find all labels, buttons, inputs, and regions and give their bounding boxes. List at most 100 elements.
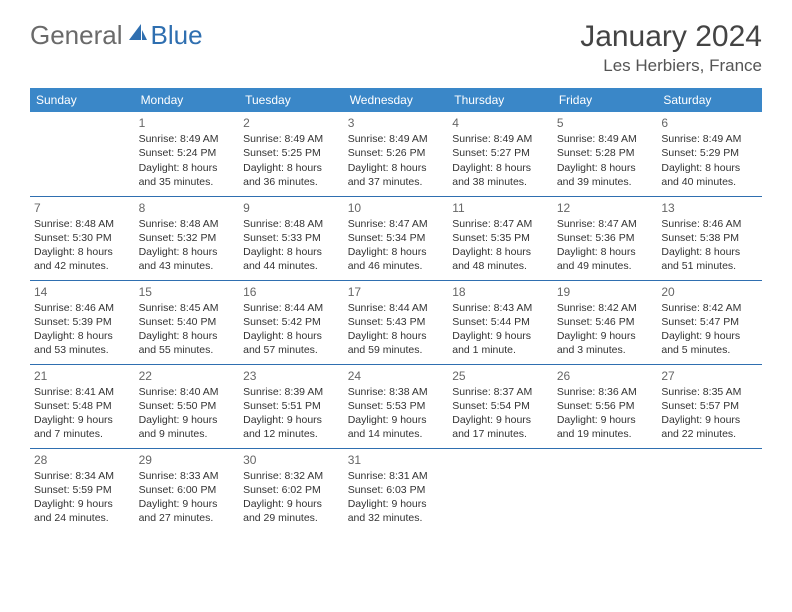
calendar-day-cell: 23Sunrise: 8:39 AMSunset: 5:51 PMDayligh… [239,364,344,448]
sunset-text: Sunset: 5:35 PM [452,231,549,245]
sunset-text: Sunset: 5:48 PM [34,399,131,413]
day-number: 20 [661,284,758,300]
calendar-day-cell: 12Sunrise: 8:47 AMSunset: 5:36 PMDayligh… [553,196,658,280]
weekday-header: Wednesday [344,88,449,112]
sunrise-text: Sunrise: 8:49 AM [348,132,445,146]
daylight-text: Daylight: 9 hours and 1 minute. [452,329,549,357]
sunset-text: Sunset: 5:46 PM [557,315,654,329]
sunrise-text: Sunrise: 8:49 AM [661,132,758,146]
sunrise-text: Sunrise: 8:47 AM [557,217,654,231]
calendar-day-cell: 26Sunrise: 8:36 AMSunset: 5:56 PMDayligh… [553,364,658,448]
sunrise-text: Sunrise: 8:49 AM [139,132,236,146]
logo-text-general: General [30,20,123,51]
calendar-day-cell: 18Sunrise: 8:43 AMSunset: 5:44 PMDayligh… [448,280,553,364]
day-number: 31 [348,452,445,468]
day-number: 9 [243,200,340,216]
weekday-header: Sunday [30,88,135,112]
day-number: 13 [661,200,758,216]
day-number: 3 [348,115,445,131]
sunrise-text: Sunrise: 8:47 AM [452,217,549,231]
daylight-text: Daylight: 8 hours and 44 minutes. [243,245,340,273]
daylight-text: Daylight: 8 hours and 48 minutes. [452,245,549,273]
calendar-day-cell: 2Sunrise: 8:49 AMSunset: 5:25 PMDaylight… [239,112,344,196]
sunset-text: Sunset: 5:51 PM [243,399,340,413]
sunset-text: Sunset: 5:59 PM [34,483,131,497]
daylight-text: Daylight: 8 hours and 40 minutes. [661,161,758,189]
sunrise-text: Sunrise: 8:48 AM [243,217,340,231]
calendar-day-cell: 20Sunrise: 8:42 AMSunset: 5:47 PMDayligh… [657,280,762,364]
day-number: 8 [139,200,236,216]
sunrise-text: Sunrise: 8:38 AM [348,385,445,399]
sunrise-text: Sunrise: 8:36 AM [557,385,654,399]
sunrise-text: Sunrise: 8:49 AM [557,132,654,146]
day-number: 11 [452,200,549,216]
daylight-text: Daylight: 9 hours and 9 minutes. [139,413,236,441]
sunset-text: Sunset: 5:27 PM [452,146,549,160]
daylight-text: Daylight: 8 hours and 49 minutes. [557,245,654,273]
day-number: 10 [348,200,445,216]
sunrise-text: Sunrise: 8:41 AM [34,385,131,399]
sunrise-text: Sunrise: 8:45 AM [139,301,236,315]
sunset-text: Sunset: 6:03 PM [348,483,445,497]
day-number: 23 [243,368,340,384]
calendar-table: SundayMondayTuesdayWednesdayThursdayFrid… [30,88,762,532]
day-number: 6 [661,115,758,131]
sunset-text: Sunset: 5:50 PM [139,399,236,413]
daylight-text: Daylight: 8 hours and 43 minutes. [139,245,236,273]
sunrise-text: Sunrise: 8:49 AM [452,132,549,146]
daylight-text: Daylight: 8 hours and 35 minutes. [139,161,236,189]
daylight-text: Daylight: 9 hours and 32 minutes. [348,497,445,525]
calendar-day-cell: 1Sunrise: 8:49 AMSunset: 5:24 PMDaylight… [135,112,240,196]
daylight-text: Daylight: 8 hours and 36 minutes. [243,161,340,189]
daylight-text: Daylight: 9 hours and 17 minutes. [452,413,549,441]
day-number: 12 [557,200,654,216]
daylight-text: Daylight: 8 hours and 46 minutes. [348,245,445,273]
sunrise-text: Sunrise: 8:48 AM [34,217,131,231]
day-number: 16 [243,284,340,300]
calendar-day-cell: 9Sunrise: 8:48 AMSunset: 5:33 PMDaylight… [239,196,344,280]
sunrise-text: Sunrise: 8:42 AM [661,301,758,315]
daylight-text: Daylight: 8 hours and 51 minutes. [661,245,758,273]
calendar-day-cell [657,448,762,532]
page-header: General Blue January 2024 Les Herbiers, … [30,20,762,76]
calendar-day-cell: 22Sunrise: 8:40 AMSunset: 5:50 PMDayligh… [135,364,240,448]
calendar-week-row: 1Sunrise: 8:49 AMSunset: 5:24 PMDaylight… [30,112,762,196]
sunset-text: Sunset: 5:34 PM [348,231,445,245]
calendar-day-cell: 6Sunrise: 8:49 AMSunset: 5:29 PMDaylight… [657,112,762,196]
logo-text-blue: Blue [151,20,203,51]
weekday-header: Friday [553,88,658,112]
calendar-body: 1Sunrise: 8:49 AMSunset: 5:24 PMDaylight… [30,112,762,532]
day-number: 27 [661,368,758,384]
day-number: 25 [452,368,549,384]
daylight-text: Daylight: 8 hours and 37 minutes. [348,161,445,189]
calendar-header-row: SundayMondayTuesdayWednesdayThursdayFrid… [30,88,762,112]
sunrise-text: Sunrise: 8:32 AM [243,469,340,483]
sunset-text: Sunset: 5:24 PM [139,146,236,160]
daylight-text: Daylight: 9 hours and 24 minutes. [34,497,131,525]
sunset-text: Sunset: 5:40 PM [139,315,236,329]
sunset-text: Sunset: 5:42 PM [243,315,340,329]
sunrise-text: Sunrise: 8:31 AM [348,469,445,483]
logo: General Blue [30,20,203,51]
day-number: 5 [557,115,654,131]
title-block: January 2024 Les Herbiers, France [580,20,762,76]
day-number: 22 [139,368,236,384]
location-label: Les Herbiers, France [580,56,762,76]
daylight-text: Daylight: 8 hours and 38 minutes. [452,161,549,189]
sunset-text: Sunset: 5:36 PM [557,231,654,245]
sunrise-text: Sunrise: 8:34 AM [34,469,131,483]
sunrise-text: Sunrise: 8:42 AM [557,301,654,315]
calendar-day-cell: 4Sunrise: 8:49 AMSunset: 5:27 PMDaylight… [448,112,553,196]
sunset-text: Sunset: 5:25 PM [243,146,340,160]
calendar-day-cell: 7Sunrise: 8:48 AMSunset: 5:30 PMDaylight… [30,196,135,280]
calendar-day-cell: 17Sunrise: 8:44 AMSunset: 5:43 PMDayligh… [344,280,449,364]
day-number: 7 [34,200,131,216]
daylight-text: Daylight: 8 hours and 39 minutes. [557,161,654,189]
sunset-text: Sunset: 5:30 PM [34,231,131,245]
sunset-text: Sunset: 5:56 PM [557,399,654,413]
day-number: 17 [348,284,445,300]
calendar-day-cell: 10Sunrise: 8:47 AMSunset: 5:34 PMDayligh… [344,196,449,280]
day-number: 2 [243,115,340,131]
sunset-text: Sunset: 6:02 PM [243,483,340,497]
day-number: 28 [34,452,131,468]
